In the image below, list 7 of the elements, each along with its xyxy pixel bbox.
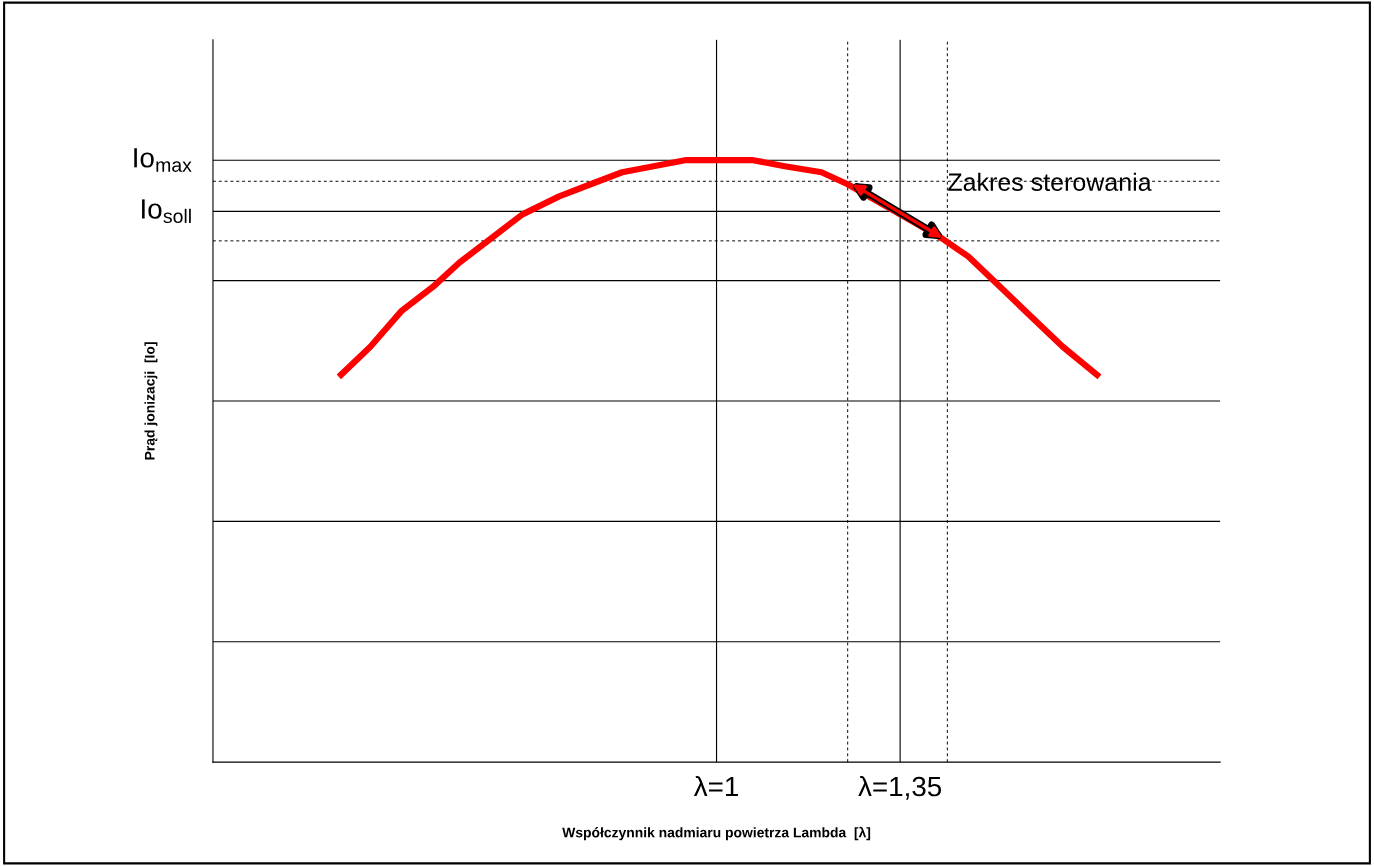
x-tick-label: λ=1,35 [858,775,942,800]
ref-line-label: Io$_{soll}$ [142,199,191,224]
x-axis-title: Współczynnik nadmiaru powietrza Lambda [λ] [562,826,871,841]
y-axis-title: Prąd jonizacji [Io] [144,342,158,460]
annotation: Zakres sterowania [948,172,1152,191]
ref-line-label: Io$_{max}$ [134,148,192,172]
x-tick-label: λ=1 [693,775,738,797]
